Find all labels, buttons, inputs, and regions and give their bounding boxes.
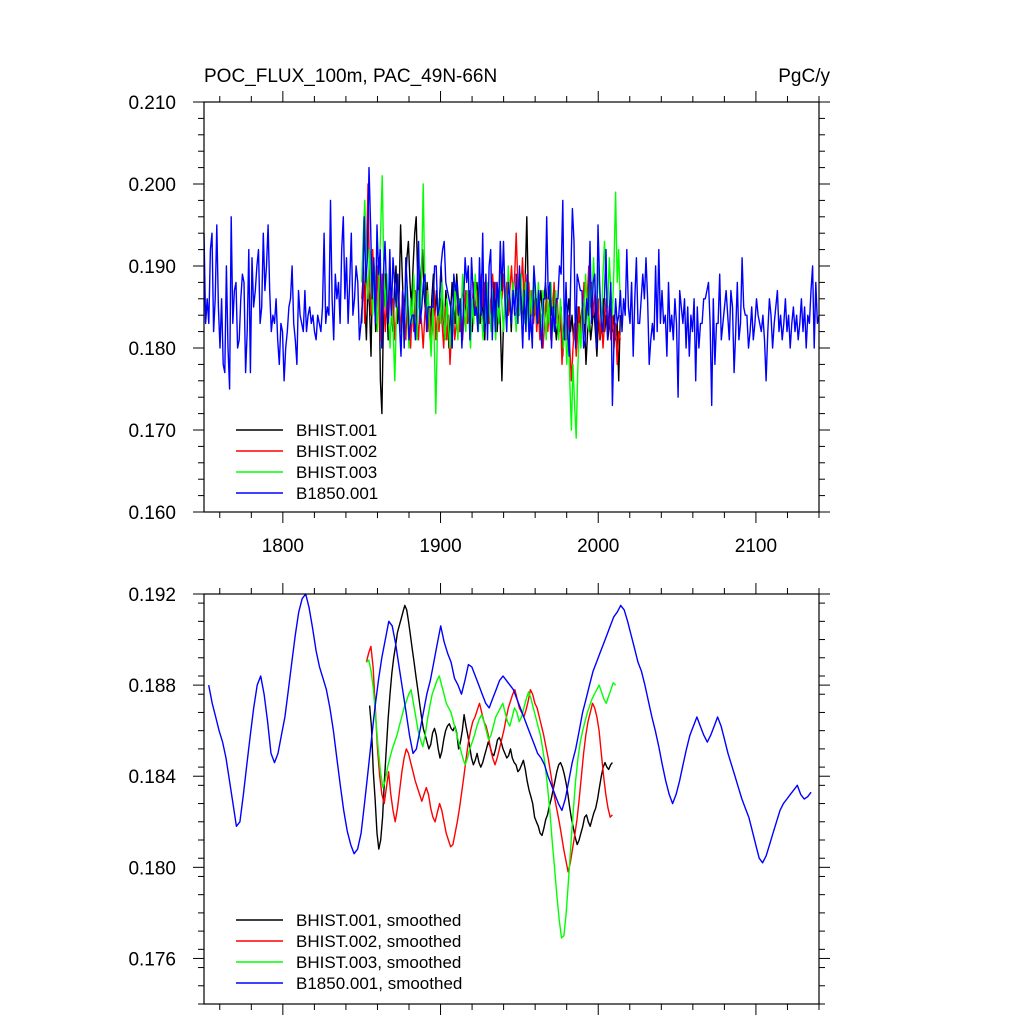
x-tick-label: 1800 [262,536,304,557]
y-tick-label: 0.188 [128,676,176,697]
series-line-bhist-003-smoothed [365,659,617,939]
units-label: PgC/y [778,66,830,87]
y-tick-label: 0.192 [128,585,176,606]
legend-label: BHIST.001 [296,421,377,440]
legend-label: BHIST.003, smoothed [296,953,461,972]
y-tick-label: 0.176 [128,949,176,970]
top-panel-xtick-labels: 1800 1900 2000 2100 [262,536,777,557]
legend-label: B1850.001 [296,484,378,503]
legend-label: B1850.001, smoothed [296,974,462,993]
bottom-panel: 0.176 0.180 0.184 0.188 0.192 BHIST.001, smo… [128,583,830,1015]
x-tick-label: 2000 [577,536,619,557]
legend-label: BHIST.002 [296,442,377,461]
x-tick-label: 1900 [419,536,461,557]
top-panel-ytick-labels: 0.160 0.170 0.180 0.190 0.200 0.210 [128,93,176,524]
y-tick-label: 0.160 [128,503,176,524]
series-line-bhist-001-smoothed [368,604,613,850]
series-line-bhist-002-smoothed [365,645,613,873]
y-tick-label: 0.180 [128,858,176,879]
legend-label: BHIST.001, smoothed [296,911,461,930]
bottom-panel-ytick-labels: 0.176 0.180 0.184 0.188 0.192 [128,585,176,970]
bottom-panel-frame [203,593,820,1005]
legend-label: BHIST.002, smoothed [296,932,461,951]
series-line-b1850-001 [203,166,820,407]
chart-title: POC_FLUX_100m, PAC_49N-66N [204,66,497,87]
top-panel-ticks [193,91,830,523]
top-panel-frame [203,101,820,513]
top-panel-series [203,166,820,439]
series-line-b1850-001-smoothed [208,593,812,864]
legend-label: BHIST.003 [296,463,377,482]
y-tick-label: 0.184 [128,767,176,788]
bottom-panel-ticks [193,583,830,1015]
bottom-panel-legend: BHIST.001, smoothed BHIST.002, smoothed BH… [236,911,462,993]
top-panel: POC_FLUX_100m, PAC_49N-66N PgC/y 0.1600.… [128,66,830,557]
x-tick-label: 2100 [735,536,777,557]
y-tick-label: 0.200 [128,175,176,196]
y-tick-label: 0.210 [128,93,176,114]
top-panel-legend: BHIST.001 BHIST.002 BHIST.003 B1850.001 [236,421,378,503]
bottom-panel-series [208,593,812,939]
y-tick-label: 0.180 [128,339,176,360]
y-tick-label: 0.170 [128,421,176,442]
y-tick-label: 0.190 [128,257,176,278]
